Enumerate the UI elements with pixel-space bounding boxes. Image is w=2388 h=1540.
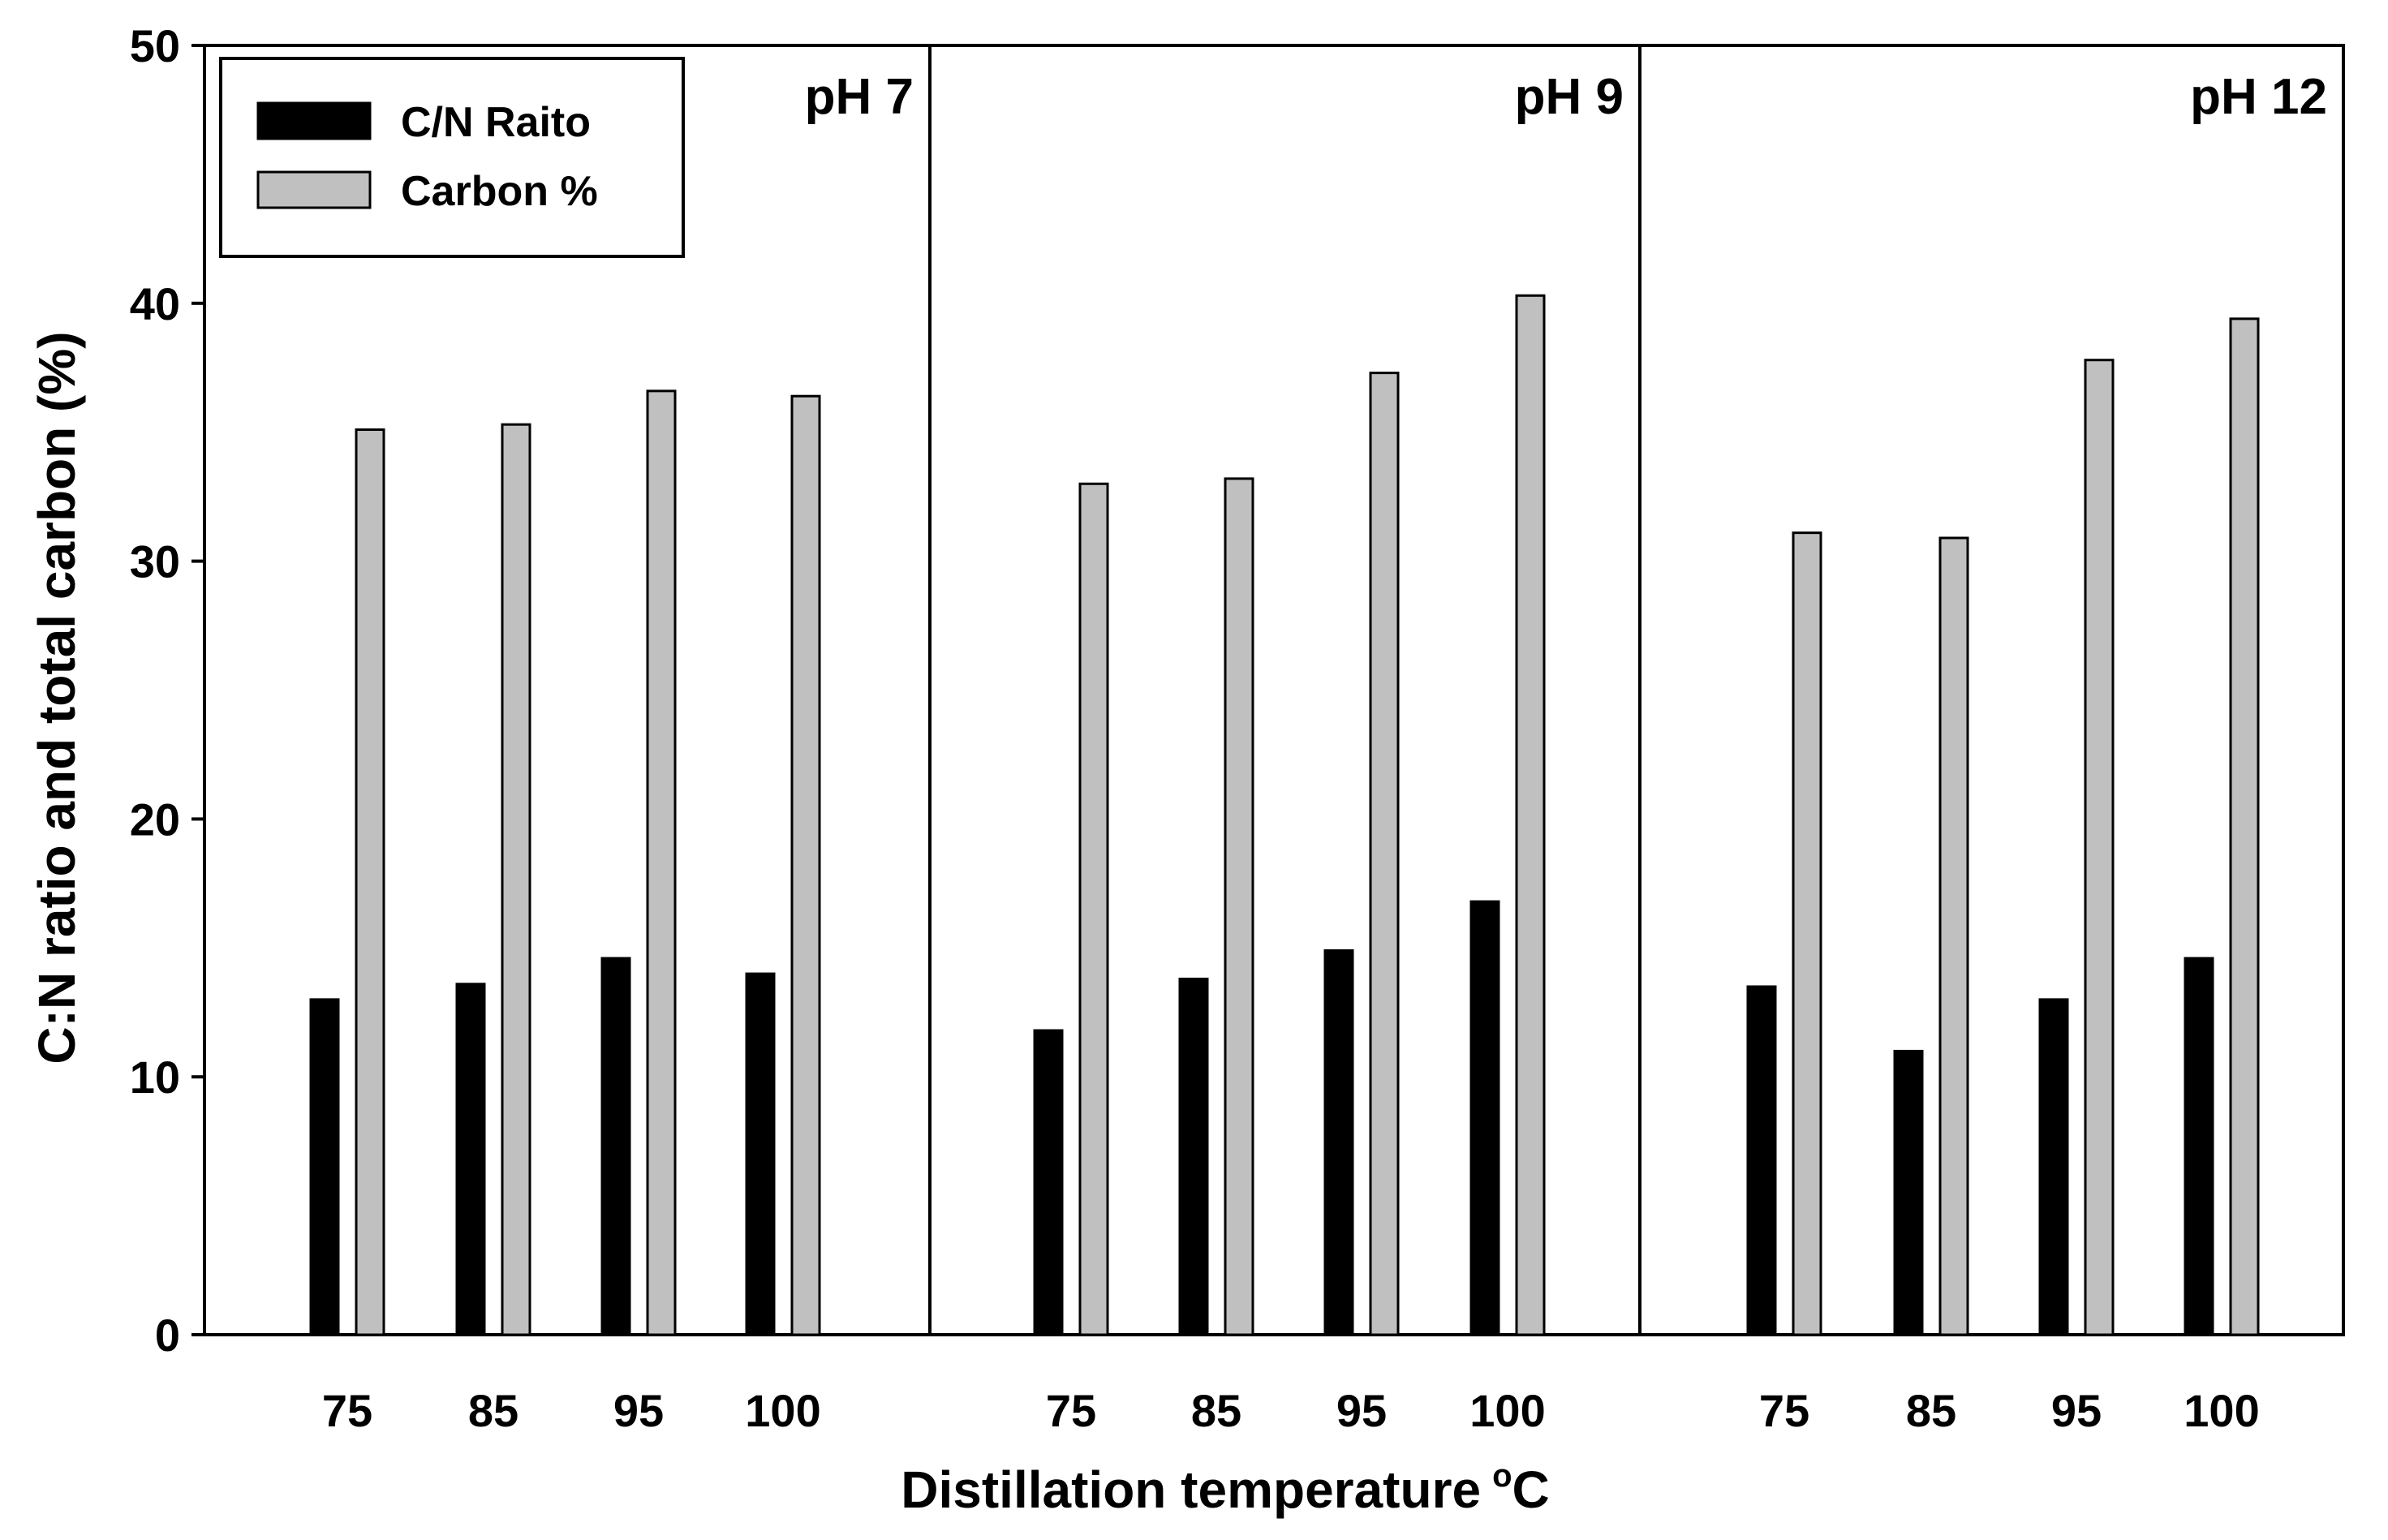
- bar-cn-ratio-panel3-85: [1893, 1049, 1924, 1336]
- bar-cn-ratio-panel2-100: [1469, 900, 1500, 1336]
- x-tick-label-panel3-85: 85: [1906, 1385, 1956, 1436]
- y-tick-label-30: 30: [130, 536, 180, 587]
- bar-cn-ratio-panel2-85: [1178, 977, 1209, 1336]
- y-tick-label-50: 50: [130, 20, 180, 71]
- x-axis-title-unit: C: [1512, 1460, 1550, 1519]
- bars: [309, 294, 2260, 1336]
- bar-carbon-panel3-85: [1938, 536, 1969, 1336]
- panel-label-1: pH 7: [805, 69, 914, 125]
- x-axis-ticks: 75 85 95 100 75 85 95 100 75 85 95 100: [322, 1385, 2260, 1436]
- bar-cn-ratio-panel2-75: [1033, 1029, 1064, 1336]
- legend-swatch-carbon: [256, 170, 372, 209]
- panel-label-3: pH 12: [2190, 69, 2327, 125]
- x-tick-label-panel2-85: 85: [1191, 1385, 1241, 1436]
- bar-cn-ratio-panel1-75: [309, 998, 340, 1336]
- bar-carbon-panel2-75: [1078, 482, 1109, 1336]
- x-tick-label-panel1-85: 85: [468, 1385, 518, 1436]
- bar-carbon-panel3-100: [2229, 317, 2260, 1336]
- y-tick-label-40: 40: [130, 278, 180, 329]
- bar-carbon-panel2-85: [1224, 477, 1254, 1336]
- legend-label-cn-ratio: C/N Raito: [401, 99, 591, 146]
- legend-label-carbon: Carbon %: [401, 168, 598, 215]
- y-axis-ticks: 0 10 20 30 40 50: [130, 20, 204, 1361]
- x-axis-title-text: Distillation temperature: [901, 1460, 1481, 1519]
- x-tick-label-panel3-95: 95: [2051, 1385, 2102, 1436]
- x-tick-label-panel3-75: 75: [1759, 1385, 1809, 1436]
- bar-carbon-panel1-95: [646, 389, 677, 1336]
- y-tick-label-20: 20: [130, 794, 180, 845]
- x-tick-label-panel3-100: 100: [2184, 1385, 2259, 1436]
- bar-carbon-panel1-85: [501, 423, 531, 1336]
- x-tick-label-panel2-95: 95: [1336, 1385, 1387, 1436]
- panel-labels: pH 7 pH 9 pH 12: [805, 69, 2327, 125]
- x-tick-label-panel2-100: 100: [1469, 1385, 1545, 1436]
- x-axis-title: Distillation temperature oC: [901, 1458, 1549, 1519]
- bar-carbon-panel1-100: [790, 394, 821, 1336]
- y-tick-label-10: 10: [130, 1052, 180, 1103]
- panel-label-2: pH 9: [1515, 69, 1624, 125]
- bar-cn-ratio-panel3-100: [2184, 957, 2214, 1336]
- bar-carbon-panel2-95: [1369, 372, 1400, 1336]
- bar-cn-ratio-panel3-75: [1746, 985, 1777, 1336]
- x-axis-title-degree: o: [1492, 1458, 1512, 1494]
- legend-box: [219, 57, 685, 258]
- plot-frame: [203, 44, 2345, 1336]
- legend-swatch-cn-ratio: [256, 101, 372, 140]
- bar-cn-ratio-panel1-95: [600, 957, 631, 1336]
- x-tick-label-panel1-75: 75: [322, 1385, 372, 1436]
- y-axis-title: C:N ratio and total carbon (%): [28, 331, 86, 1064]
- x-tick-label-panel1-95: 95: [613, 1385, 664, 1436]
- legend: C/N Raito Carbon %: [219, 57, 685, 258]
- x-tick-label-panel1-100: 100: [745, 1385, 820, 1436]
- bar-carbon-panel3-95: [2084, 359, 2115, 1336]
- bar-cn-ratio-panel1-85: [455, 983, 486, 1336]
- plot-border: [203, 44, 2345, 1336]
- y-tick-label-0: 0: [155, 1310, 180, 1361]
- bar-cn-ratio-panel1-100: [745, 972, 776, 1336]
- bar-cn-ratio-panel3-95: [2038, 998, 2069, 1336]
- bar-carbon-panel2-100: [1515, 294, 1546, 1336]
- bar-carbon-panel3-75: [1792, 531, 1822, 1336]
- bar-carbon-panel1-75: [355, 428, 385, 1336]
- bar-cn-ratio-panel2-95: [1323, 949, 1354, 1336]
- x-tick-label-panel2-75: 75: [1046, 1385, 1096, 1436]
